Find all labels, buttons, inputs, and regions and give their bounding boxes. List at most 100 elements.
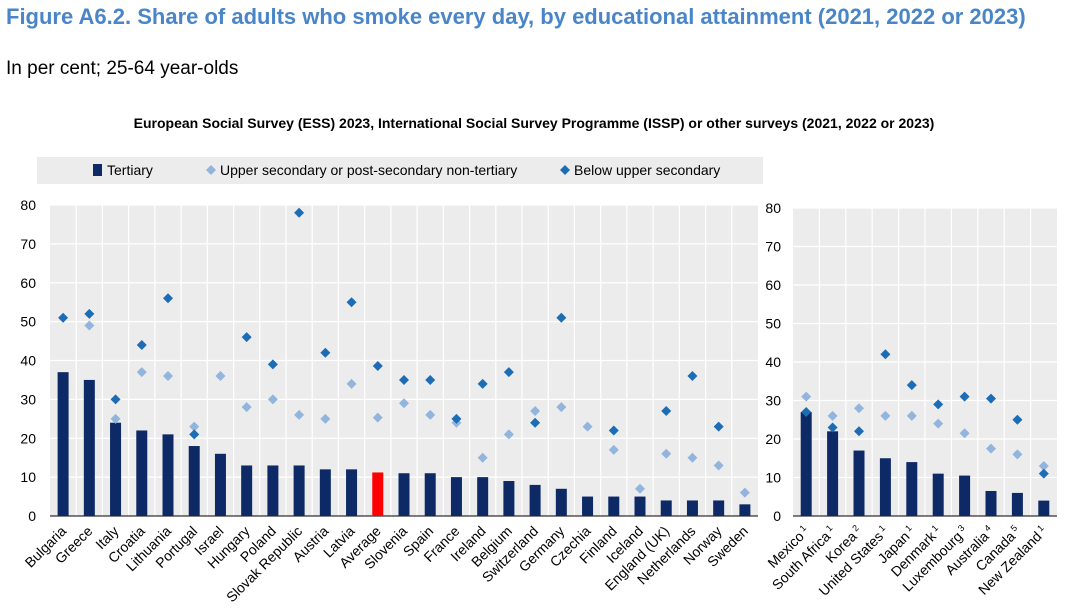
marker-below-upper-secondary bbox=[136, 339, 147, 350]
bar-tertiary bbox=[346, 469, 358, 516]
marker-below-upper-secondary bbox=[58, 312, 69, 323]
marker-upper-secondary bbox=[854, 403, 864, 414]
legend-label-below-upper-secondary: Below upper secondary bbox=[574, 162, 720, 178]
marker-below-upper-secondary bbox=[880, 349, 891, 360]
bar-tertiary bbox=[477, 477, 489, 516]
marker-below-upper-secondary bbox=[906, 380, 917, 391]
marker-below-upper-secondary bbox=[959, 391, 970, 402]
marker-upper-secondary bbox=[503, 429, 514, 440]
marker-upper-secondary bbox=[1012, 449, 1023, 460]
bar-tertiary bbox=[608, 496, 620, 516]
y-tick-label: 10 bbox=[765, 470, 781, 486]
bar-tertiary bbox=[450, 477, 462, 516]
bar-tertiary bbox=[214, 453, 226, 516]
y-tick-label: 70 bbox=[765, 239, 781, 255]
legend-swatch-tertiary bbox=[93, 164, 102, 176]
bar-tertiary bbox=[424, 473, 436, 516]
marker-upper-secondary bbox=[959, 428, 970, 439]
marker-upper-secondary bbox=[687, 452, 698, 463]
marker-upper-secondary bbox=[1038, 460, 1049, 471]
bar-tertiary bbox=[827, 431, 839, 516]
marker-below-upper-secondary bbox=[346, 297, 357, 308]
marker-upper-secondary bbox=[189, 421, 200, 432]
bar-tertiary bbox=[503, 481, 515, 516]
marker-upper-secondary bbox=[136, 367, 147, 378]
marker-below-upper-secondary bbox=[1012, 414, 1023, 425]
bar-tertiary bbox=[529, 484, 541, 516]
marker-below-upper-secondary bbox=[399, 374, 409, 385]
bar-tertiary bbox=[906, 462, 918, 516]
marker-below-upper-secondary bbox=[713, 421, 724, 432]
marker-below-upper-secondary bbox=[294, 207, 305, 218]
marker-below-upper-secondary bbox=[608, 425, 619, 436]
marker-below-upper-secondary bbox=[189, 429, 200, 440]
y-tick-label: 50 bbox=[20, 314, 36, 330]
y-tick-label: 60 bbox=[765, 277, 781, 293]
x-tick-note: 1 bbox=[822, 523, 834, 535]
x-tick-note: 2 bbox=[848, 523, 860, 535]
y-tick-label: 70 bbox=[20, 236, 36, 252]
marker-below-upper-secondary bbox=[163, 293, 173, 304]
marker-upper-secondary bbox=[801, 391, 812, 402]
bar-tertiary bbox=[686, 500, 698, 516]
marker-below-upper-secondary bbox=[477, 378, 488, 389]
y-tick-label: 0 bbox=[773, 508, 781, 524]
y-tick-label: 50 bbox=[765, 316, 781, 332]
bar-tertiary bbox=[267, 465, 279, 516]
marker-below-upper-secondary bbox=[801, 407, 812, 418]
x-tick-note: 1 bbox=[928, 523, 940, 535]
bar-tertiary bbox=[959, 475, 971, 516]
y-tick-label: 30 bbox=[20, 391, 36, 407]
legend-swatch-upper-secondary bbox=[206, 165, 216, 175]
marker-below-upper-secondary bbox=[372, 360, 383, 371]
main-panel: 01020304050607080BulgariaGreeceItalyCroa… bbox=[20, 197, 758, 605]
bar-tertiary bbox=[582, 496, 594, 516]
marker-below-upper-secondary bbox=[661, 406, 672, 417]
y-tick-label: 30 bbox=[765, 393, 781, 409]
bar-tertiary bbox=[372, 472, 384, 516]
marker-below-upper-secondary bbox=[933, 399, 944, 410]
y-tick-label: 40 bbox=[20, 353, 36, 369]
marker-upper-secondary bbox=[906, 410, 917, 421]
bar-tertiary bbox=[713, 500, 725, 516]
marker-upper-secondary bbox=[661, 448, 672, 459]
y-tick-label: 20 bbox=[20, 430, 36, 446]
figure-title: Figure A6.2. Share of adults who smoke e… bbox=[6, 4, 1026, 29]
y-tick-label: 80 bbox=[765, 200, 781, 216]
marker-upper-secondary bbox=[739, 487, 750, 498]
marker-below-upper-secondary bbox=[986, 393, 996, 404]
bar-tertiary bbox=[110, 422, 122, 516]
y-tick-label: 80 bbox=[20, 197, 36, 213]
x-tick-note: 4 bbox=[980, 523, 992, 535]
legend-label-tertiary: Tertiary bbox=[107, 162, 153, 178]
bar-tertiary bbox=[853, 450, 865, 516]
x-tick-note: 1 bbox=[1033, 523, 1045, 535]
marker-below-upper-secondary bbox=[1038, 468, 1049, 479]
bar-tertiary bbox=[83, 379, 95, 516]
legend-swatch-below-upper-secondary bbox=[560, 165, 570, 175]
marker-below-upper-secondary bbox=[267, 359, 278, 370]
marker-upper-secondary bbox=[372, 412, 383, 423]
y-tick-label: 40 bbox=[765, 354, 781, 370]
marker-upper-secondary bbox=[530, 406, 541, 417]
bar-tertiary bbox=[660, 500, 672, 516]
legend-label-upper-secondary: Upper secondary or post-secondary non-te… bbox=[220, 162, 517, 178]
marker-upper-secondary bbox=[267, 394, 278, 405]
marker-upper-secondary bbox=[933, 418, 944, 429]
bar-tertiary bbox=[800, 412, 812, 516]
marker-upper-secondary bbox=[582, 421, 593, 432]
x-tick-note: 1 bbox=[875, 523, 887, 535]
marker-upper-secondary bbox=[163, 371, 173, 382]
marker-upper-secondary bbox=[986, 443, 996, 454]
bar-tertiary bbox=[555, 488, 567, 516]
x-tick-note: 1 bbox=[796, 523, 808, 535]
marker-upper-secondary bbox=[215, 371, 226, 382]
bar-tertiary bbox=[1011, 492, 1023, 516]
bar-tertiary bbox=[241, 465, 253, 516]
marker-upper-secondary bbox=[635, 483, 645, 494]
marker-below-upper-secondary bbox=[854, 426, 864, 437]
y-tick-label: 20 bbox=[765, 431, 781, 447]
bar-tertiary bbox=[398, 473, 410, 516]
marker-upper-secondary bbox=[320, 413, 331, 424]
marker-upper-secondary bbox=[241, 402, 252, 413]
